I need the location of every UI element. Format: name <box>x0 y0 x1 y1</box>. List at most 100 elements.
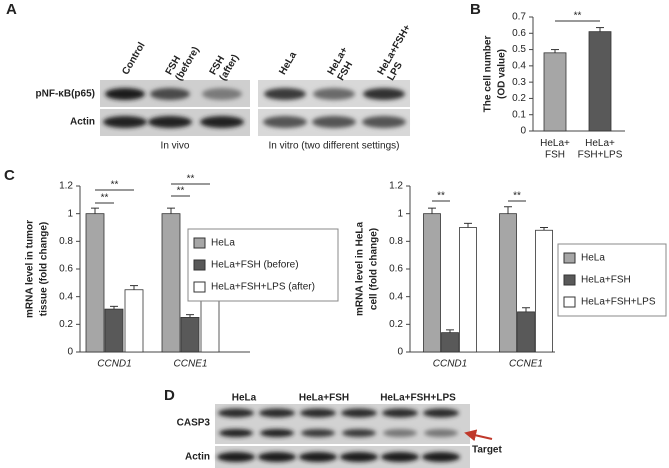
blot-band <box>301 429 335 437</box>
blot-band <box>299 452 337 462</box>
blot-band <box>424 429 458 437</box>
panel-label: A <box>6 1 17 18</box>
blot-band <box>340 452 378 462</box>
blot-band <box>103 116 147 128</box>
y-tick-label: 0.6 <box>389 264 403 275</box>
panel-label: C <box>4 167 15 184</box>
legend-swatch <box>193 281 206 293</box>
error-bar <box>130 285 138 290</box>
error-bar <box>186 314 194 318</box>
error-bar <box>596 27 604 32</box>
blot-band <box>219 429 253 437</box>
y-axis-label: mRNA level in HeLa <box>355 222 366 317</box>
y-tick-label: 0.7 <box>512 12 526 23</box>
legend-label: HeLa+FSH+LPS (after) <box>211 282 315 293</box>
y-tick-label: 0.4 <box>59 291 73 302</box>
blot-band <box>217 452 255 462</box>
significance-label: ** <box>101 193 109 204</box>
y-tick-label: 0.1 <box>512 109 526 120</box>
blot-band <box>202 88 242 100</box>
y-tick-label: 0 <box>397 347 403 358</box>
legend-box <box>187 228 339 302</box>
legend-label: HeLa <box>581 253 605 264</box>
y-tick-label: 1 <box>397 208 403 219</box>
blot-band <box>300 408 336 418</box>
bar <box>459 227 477 353</box>
blot-band <box>312 116 356 128</box>
y-tick-label: 0.6 <box>59 264 73 275</box>
blot-band <box>423 408 459 418</box>
y-tick-label: 0.2 <box>512 93 526 104</box>
bar <box>423 213 441 353</box>
error-bar <box>167 207 175 214</box>
y-axis-label: The cell number <box>483 36 494 113</box>
significance-label: ** <box>513 191 521 202</box>
y-axis-label: cell (fold change) <box>369 228 380 310</box>
bar <box>543 52 567 132</box>
error-bar <box>110 305 118 310</box>
bar <box>180 317 200 353</box>
error-bar <box>446 329 454 333</box>
y-tick-label: 0.4 <box>389 291 403 302</box>
blot-band <box>148 116 192 128</box>
column-label: HeLa <box>232 393 257 404</box>
bar <box>104 308 124 353</box>
legend-box <box>557 243 667 317</box>
error-bar <box>540 227 548 231</box>
y-tick-label: 0 <box>520 126 526 137</box>
arrow-label: Target <box>472 445 502 456</box>
blot-band <box>105 88 145 100</box>
blot-band <box>363 88 405 100</box>
y-tick-label: 0.3 <box>512 77 526 88</box>
blot-band <box>383 429 417 437</box>
y-tick-label: 0 <box>67 347 73 358</box>
x-tick-label: CCNE1 <box>509 359 543 370</box>
caption: In vitro (two different settings) <box>269 141 400 152</box>
legend-swatch <box>563 274 576 286</box>
bar <box>85 213 105 353</box>
error-bar <box>464 222 472 228</box>
blot-band <box>260 429 294 437</box>
blot-band <box>218 408 254 418</box>
bar <box>161 213 181 353</box>
blot-band <box>263 116 307 128</box>
column-label: Control <box>120 40 147 76</box>
bar <box>499 213 517 353</box>
y-tick-label: 0.2 <box>389 319 403 330</box>
bar <box>200 299 220 353</box>
significance-label: ** <box>177 186 185 197</box>
panel-label: D <box>164 387 175 404</box>
blot-band <box>264 88 306 100</box>
x-tick-label: CCND1 <box>433 359 467 370</box>
y-tick-label: 1 <box>67 208 73 219</box>
y-axis-label: tissue (fold change) <box>39 222 50 316</box>
blot-band <box>422 452 460 462</box>
panel-label: B <box>470 1 481 18</box>
blot-band <box>342 429 376 437</box>
blot-band <box>313 88 355 100</box>
row-label: CASP3 <box>177 418 211 429</box>
y-tick-label: 0.8 <box>389 236 403 247</box>
arrow <box>464 429 493 442</box>
significance-label: ** <box>437 191 445 202</box>
y-axis-label: (OD value) <box>497 49 508 99</box>
x-tick-label: HeLa+ FSH+LPS <box>578 138 623 161</box>
significance-label: ** <box>111 180 119 191</box>
significance-label: ** <box>574 11 582 22</box>
blot-band <box>362 116 406 128</box>
blot-band <box>341 408 377 418</box>
y-tick-label: 0.4 <box>512 60 526 71</box>
legend-label: HeLa+FSH+LPS <box>581 297 656 308</box>
blot-band <box>259 408 295 418</box>
y-tick-label: 1.2 <box>59 181 73 192</box>
legend-label: HeLa+FSH (before) <box>211 260 299 271</box>
x-tick-label: CCND1 <box>97 359 131 370</box>
blot-band <box>382 408 418 418</box>
column-label: HeLa+FSH <box>325 45 360 83</box>
y-tick-label: 0.8 <box>59 236 73 247</box>
column-label: HeLa+FSH+LPS <box>380 393 456 404</box>
blot-band <box>150 88 190 100</box>
legend-label: HeLa <box>211 238 235 249</box>
error-bar <box>504 206 512 214</box>
